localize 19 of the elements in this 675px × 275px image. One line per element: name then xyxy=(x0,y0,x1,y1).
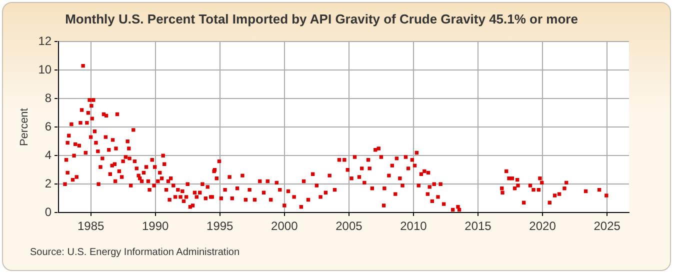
y-axis-title: Percent xyxy=(18,108,31,146)
x-tick-label: 2005 xyxy=(336,219,363,234)
x-tick-label: 1990 xyxy=(142,219,170,234)
x-tick-label: 2025 xyxy=(594,219,621,234)
source-note: Source: U.S. Energy Information Administration xyxy=(30,247,240,258)
y-tick-label: 4 xyxy=(44,148,52,162)
y-tick-label: 2 xyxy=(44,176,52,190)
y-tick-label: 12 xyxy=(38,34,52,48)
y-tick-label: 6 xyxy=(44,119,52,134)
x-tick-label: 2010 xyxy=(400,219,428,234)
x-tick-label: 1985 xyxy=(77,219,104,234)
x-tick-label: 2000 xyxy=(271,219,298,234)
y-tick-label: 8 xyxy=(44,90,52,105)
chart-title: Monthly U.S. Percent Total Imported by API Gravity of Crude Gravity 45.1% or more xyxy=(65,11,578,26)
y-tick-label: 0 xyxy=(44,204,52,219)
y-tick-label: 10 xyxy=(38,62,52,76)
x-tick-label: 1995 xyxy=(206,219,234,234)
x-tick-label: 2015 xyxy=(464,219,492,234)
x-tick-label: 2020 xyxy=(529,219,556,234)
